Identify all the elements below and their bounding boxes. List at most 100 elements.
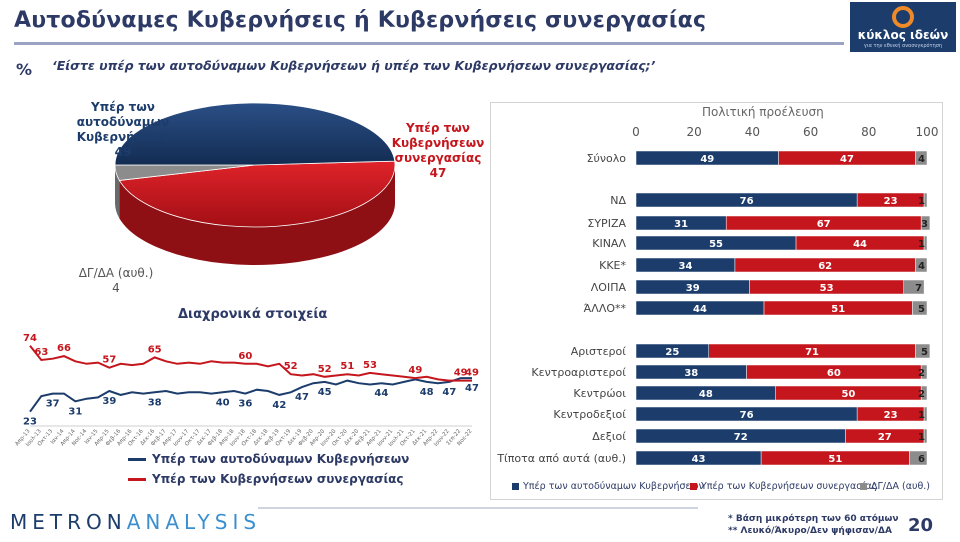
bar-legend-self: Υπέρ των αυτοδύναμων Κυβερνήσεων (512, 481, 704, 492)
trend-data-label: 45 (318, 387, 332, 398)
bar-segment-dk (923, 406, 928, 422)
trend-data-label: 52 (284, 361, 298, 372)
trend-data-label: 65 (148, 344, 162, 355)
page-title: Αυτοδύναμες Κυβερνήσεις ή Κυβερνήσεις συ… (14, 8, 707, 33)
survey-question: ‘Είστε υπέρ των αυτοδύναμων Κυβερνήσεων … (52, 58, 656, 73)
bar-category-label: Κεντρώοι (573, 387, 626, 400)
bar-segment-dk (920, 364, 928, 380)
logo-name: κύκλος ιδεών (857, 28, 949, 42)
pie-label-dk-value: 4 (112, 281, 120, 295)
legend-self-label: Υπέρ των αυτοδύναμων Κυβερνήσεων (152, 452, 410, 466)
bar-legend-dk-swatch (860, 483, 867, 490)
pie-slice-coal-side (119, 165, 395, 266)
bar-value-label: 62 (818, 261, 832, 272)
bar-category-label: Κεντροαριστεροί (531, 366, 626, 379)
bar-value-label: 25 (665, 347, 679, 358)
bar-value-label: 4 (918, 261, 925, 272)
bar-value-label: 1 (918, 239, 925, 250)
pie-label-self-line: αυτοδύναμων (76, 115, 170, 129)
pie-label-self-line: Κυβερνήσεων (76, 130, 170, 144)
pie-chart (114, 102, 396, 266)
trend-data-label: 51 (340, 361, 354, 372)
bar-axis-tick-label: 20 (687, 125, 702, 139)
bar-value-label: 51 (828, 454, 842, 465)
bar-value-label: 5 (918, 304, 925, 315)
legend-coal-swatch (128, 478, 146, 481)
bar-value-label: 39 (686, 283, 700, 294)
bar-value-label: 76 (740, 196, 754, 207)
bar-value-label: 67 (817, 219, 831, 230)
bar-segment-dk (915, 257, 928, 273)
bar-segment-dk (903, 279, 925, 295)
bar-value-label: 50 (841, 389, 855, 400)
bar-chart-title: Πολιτική προέλευση (702, 105, 824, 119)
bar-category-label: Αριστεροί (571, 345, 626, 358)
bar-value-label: 23 (884, 196, 898, 207)
brand-logo: METRONANALYSIS (10, 510, 261, 534)
pie-label-dk: ΔΓ/ΔΑ (αυθ.) 4 (66, 266, 166, 296)
bar-value-label: 76 (740, 410, 754, 421)
bar-value-label: 71 (805, 347, 819, 358)
pie-label-dk-line: ΔΓ/ΔΑ (αυθ.) (78, 266, 154, 280)
bar-segment-dk (915, 150, 928, 166)
bar-segment-dk (920, 215, 931, 231)
bar-category-label: ΛΟΙΠΑ (591, 281, 627, 294)
trend-data-label: 60 (238, 351, 252, 362)
trend-data-label: 48 (420, 387, 434, 398)
trend-data-label: 31 (68, 406, 82, 417)
trend-line-self (29, 377, 472, 413)
bar-value-label: 72 (734, 432, 748, 443)
bar-value-label: 2 (918, 368, 925, 379)
bar-value-label: 47 (840, 154, 854, 165)
bar-segment-dk (912, 300, 928, 316)
bar-axis-tick-label: 0 (632, 125, 640, 139)
bar-chart-panel (490, 102, 943, 500)
trend-data-label: 57 (102, 355, 116, 366)
pie-label-self-line: Υπέρ των (91, 100, 155, 114)
trend-data-label: 49 (408, 365, 422, 376)
bar-value-label: 7 (915, 283, 922, 294)
bar-value-label: 1 (918, 196, 925, 207)
bar-category-label: ΚΚΕ* (599, 259, 626, 272)
bar-value-label: 55 (709, 239, 723, 250)
bar-value-label: 1 (918, 410, 925, 421)
legend-coal: Υπέρ των Κυβερνήσεων συνεργασίας (128, 472, 404, 486)
trend-data-label: 49 (454, 368, 468, 379)
pie-label-self-value: 49 (114, 145, 132, 159)
trend-data-label: 38 (148, 397, 162, 408)
logo: κύκλος ιδεών για την εθνική ανασυγκρότησ… (850, 2, 956, 52)
bar-segment-dk (923, 192, 928, 208)
footnote-2: ** Λευκό/Άκυρο/Δεν ψήφισαν/ΔΑ (728, 526, 892, 536)
trend-data-label: 36 (238, 399, 252, 410)
trend-data-label: 66 (57, 343, 71, 354)
pie-slice-dk-side (115, 165, 120, 219)
bar-value-label: 27 (878, 432, 892, 443)
trend-data-label: 44 (374, 388, 388, 399)
legend-self: Υπέρ των αυτοδύναμων Κυβερνήσεων (128, 452, 409, 466)
bar-value-label: 49 (700, 154, 714, 165)
logo-ring-icon (892, 6, 914, 28)
page-number: 20 (908, 515, 934, 536)
bar-legend-self-swatch (512, 483, 519, 490)
bar-segment-dk (915, 343, 931, 359)
bar-value-label: 4 (918, 154, 925, 165)
bar-value-label: 44 (853, 239, 867, 250)
pie-slice-self (114, 102, 396, 166)
trend-data-label: 47 (295, 392, 309, 403)
pie-label-coal: Υπέρ των Κυβερνήσεων συνεργασίας 47 (388, 121, 488, 181)
title-divider (14, 42, 844, 45)
pie-slice-coal (118, 160, 396, 228)
bar-value-label: 43 (692, 454, 706, 465)
bar-category-label: Δεξιοί (592, 430, 626, 443)
brand-part1: METRON (10, 510, 127, 534)
trend-data-label: 40 (216, 397, 230, 408)
bar-value-label: 38 (684, 368, 698, 379)
bar-category-label: Κεντροδεξιοί (553, 408, 626, 421)
pie-label-coal-line: Υπέρ των (406, 121, 470, 135)
bar-value-label: 2 (918, 389, 925, 400)
bar-category-label: ΣΥΡΙΖΑ (587, 217, 626, 230)
bar-category-label: Σύνολο (587, 152, 627, 165)
bar-value-label: 5 (921, 347, 928, 358)
bar-axis-tick-label: 40 (745, 125, 760, 139)
